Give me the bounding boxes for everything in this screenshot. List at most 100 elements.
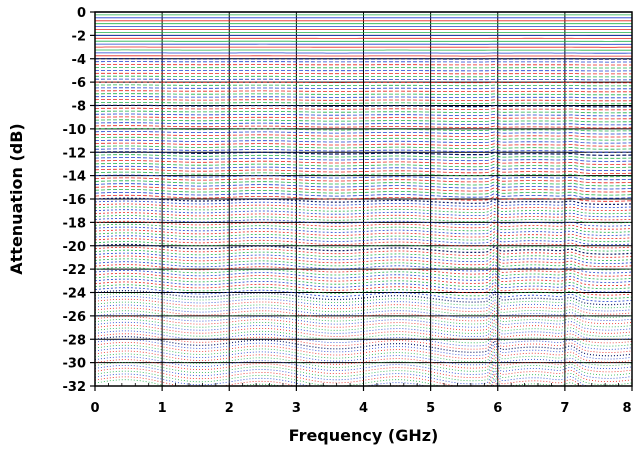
series-line (94, 310, 633, 328)
series-line (94, 87, 632, 90)
series-line (94, 335, 633, 357)
series-line (94, 350, 633, 373)
series-line (94, 321, 633, 341)
series-line (94, 128, 632, 132)
series-line (94, 238, 633, 249)
series-line (94, 353, 633, 376)
series-line (94, 229, 633, 240)
series-line (94, 287, 633, 302)
grid (94, 11, 633, 387)
series-line (95, 67, 633, 69)
series-line (95, 70, 632, 72)
y-tick-label: -14 (63, 170, 87, 185)
series-line (94, 142, 632, 147)
series-line (94, 249, 633, 261)
series-line (94, 316, 633, 334)
y-tick-labels: 0 -2 -4 -6 -8 -10 -12 -14 -16 -18 -20 -22 -24 -26 -28 -… (63, 6, 87, 395)
series-line (94, 272, 633, 287)
series-line (94, 341, 633, 363)
y-tick-label: -30 (63, 357, 87, 372)
series-line (95, 93, 633, 96)
series-line (94, 330, 633, 350)
series-line (94, 255, 633, 268)
series-line (94, 344, 633, 366)
series-line (94, 370, 632, 387)
y-tick-label: -26 (63, 310, 87, 325)
series-line (94, 347, 633, 370)
x-tick-label: 5 (426, 401, 435, 416)
series-line (94, 278, 633, 293)
y-tick-label: -20 (63, 240, 87, 255)
x-tick-label: 6 (493, 401, 502, 416)
series-line (94, 304, 633, 322)
y-tick-label: -32 (63, 380, 87, 395)
series-line (94, 307, 633, 325)
series-line (94, 318, 633, 337)
series-line (94, 200, 633, 208)
series-line (94, 284, 633, 299)
series-line (94, 281, 633, 296)
series-line (94, 243, 633, 255)
y-tick-label: -10 (63, 123, 87, 138)
y-tick-label: -2 (72, 29, 86, 44)
series-line (94, 203, 633, 212)
series-line (94, 258, 633, 271)
y-tick-label: -22 (63, 263, 87, 278)
series-line (94, 264, 633, 277)
series-line (95, 119, 633, 123)
series-line (94, 241, 633, 252)
series-line (94, 267, 633, 280)
series-line (95, 133, 633, 138)
series-line (94, 130, 632, 135)
series-line (94, 261, 633, 274)
series-line (94, 339, 633, 360)
series-line (94, 215, 633, 224)
ticks (90, 11, 633, 391)
series-line (94, 327, 633, 347)
x-tick-label: 2 (225, 401, 234, 416)
y-tick-label: -24 (63, 287, 87, 302)
series-line (94, 72, 632, 75)
y-tick-label: 0 (77, 6, 86, 21)
series-line (95, 136, 633, 141)
series-line (94, 364, 632, 387)
series-line (94, 226, 633, 236)
series-line (94, 232, 633, 243)
series-line (95, 81, 632, 84)
series-line (94, 356, 633, 379)
series-line (94, 220, 633, 230)
y-tick-label: -6 (72, 76, 86, 91)
series-line (94, 333, 633, 354)
series-line (94, 359, 633, 383)
series-line (95, 78, 632, 81)
series-line (95, 84, 632, 87)
series-line (94, 223, 633, 233)
series-line (94, 313, 633, 331)
y-tick-label: -4 (72, 53, 86, 68)
series-line (94, 102, 632, 105)
series-line (94, 125, 632, 129)
x-tick-label: 7 (560, 401, 569, 416)
series-line (95, 107, 632, 111)
series-line (94, 275, 633, 290)
y-tick-label: -16 (63, 193, 87, 208)
series-line (94, 116, 633, 120)
y-tick-label: -18 (63, 216, 87, 231)
y-axis-title: Attenuation (dB) (7, 123, 26, 274)
x-tick-label: 8 (622, 401, 631, 416)
series-line (95, 104, 632, 108)
series-line (94, 367, 632, 387)
series-line (94, 206, 633, 215)
series-line (94, 139, 632, 144)
series-line (94, 145, 633, 150)
series-line (94, 113, 633, 117)
series-line (94, 362, 633, 386)
series-line (94, 217, 633, 227)
series-line (95, 64, 632, 66)
y-tick-label: -12 (63, 146, 87, 161)
x-tick-label: 3 (292, 401, 301, 416)
series-line (95, 122, 633, 126)
series-line (94, 246, 633, 258)
series-line (95, 110, 633, 114)
